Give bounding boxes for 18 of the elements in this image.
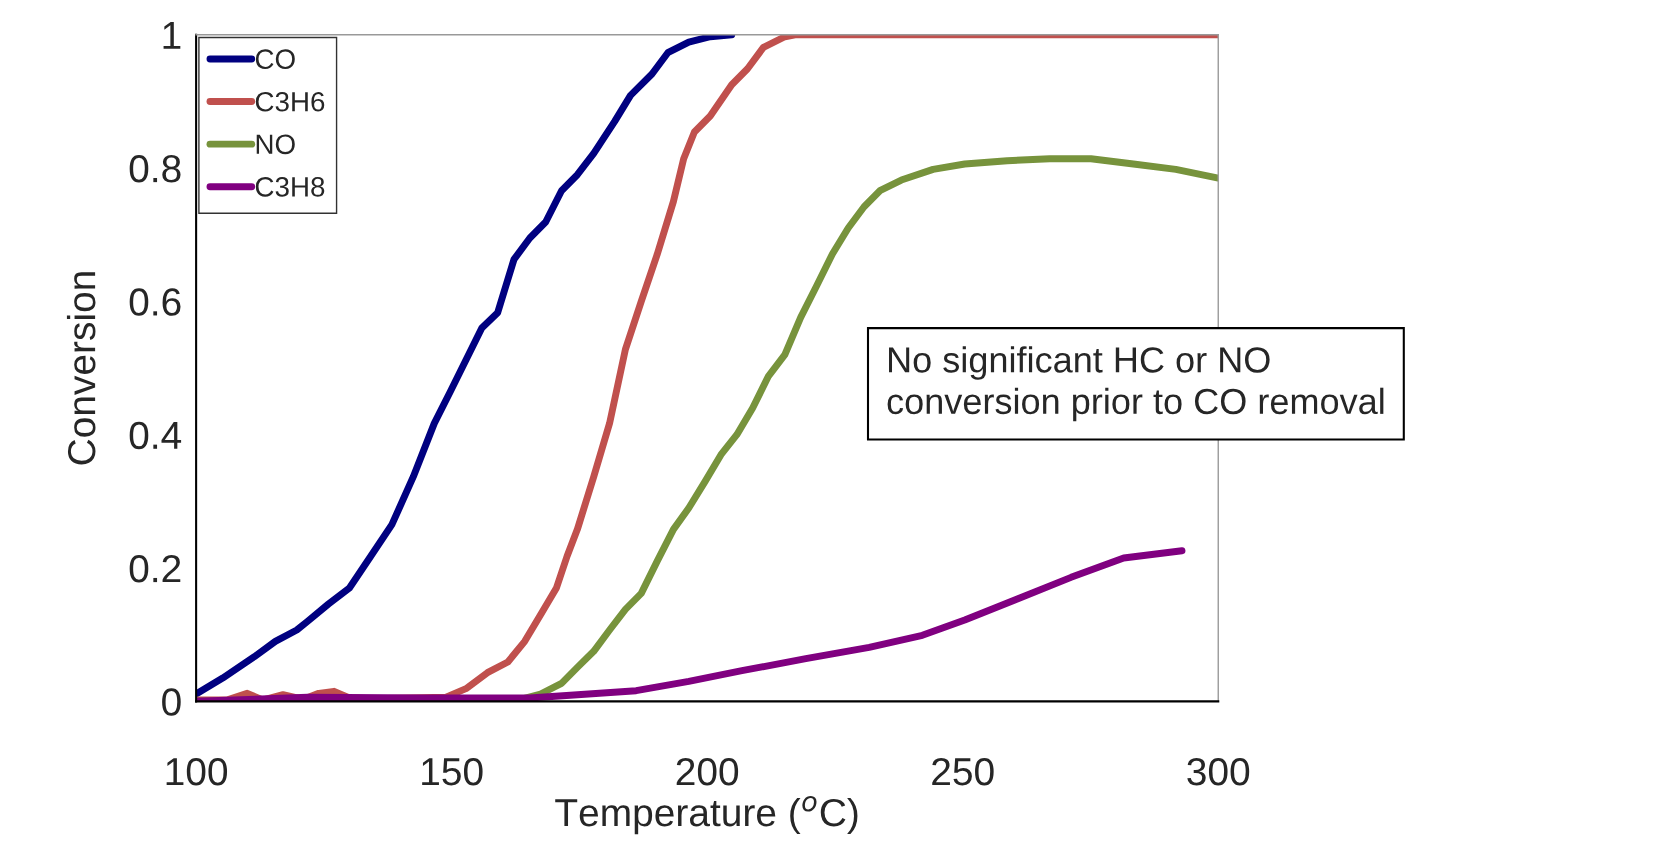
y-tick-label: 0.6 (129, 288, 181, 316)
y-tick-label: 0 (162, 688, 181, 716)
x-tick-label: 100 (166, 757, 228, 786)
legend-label: CO (255, 49, 295, 70)
annotation: No significant HC or NO conversion prior to CO removal (887, 346, 1384, 422)
legend-label: C3H8 (255, 177, 325, 197)
y-tick-label: 1 (163, 22, 181, 49)
x-tick-label: 300 (1187, 757, 1250, 786)
y-tick-label: 0.8 (129, 154, 181, 183)
x-tick-label: 200 (676, 757, 739, 786)
x-tick-label: 150 (422, 757, 483, 786)
x-axis-title: Temperature ($^{o}$C) (555, 795, 858, 835)
y-tick-label: 0.2 (129, 554, 181, 583)
legend-label: NO (256, 134, 295, 155)
y-axis-title: Conversion (66, 272, 96, 465)
legend-label: C3H6 (255, 91, 325, 112)
y-tick-label: 0.4 (129, 421, 182, 450)
x-tick-label: 250 (932, 757, 994, 786)
